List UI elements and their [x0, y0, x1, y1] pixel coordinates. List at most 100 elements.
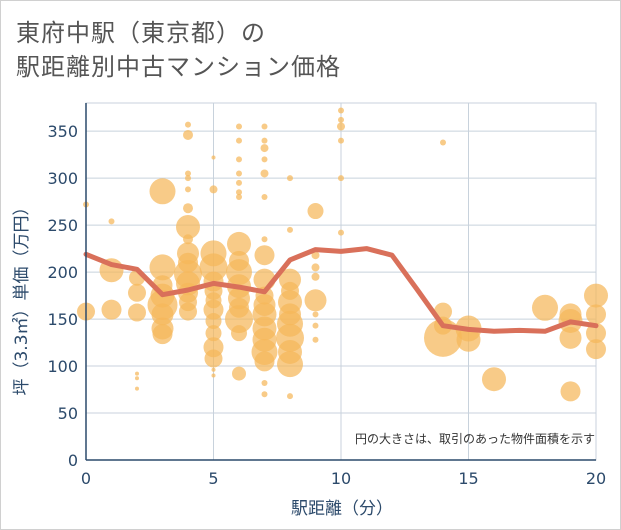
x-axis-label: 駅距離（分） [291, 499, 393, 519]
data-bubble [338, 107, 344, 114]
data-bubble [211, 155, 216, 160]
data-bubble [586, 304, 606, 325]
data-bubble [338, 175, 344, 182]
chart-title-line-1: 東府中駅（東京都）の [16, 19, 266, 47]
y-tick-label: 250 [47, 216, 78, 235]
x-tick-label: 20 [586, 469, 606, 488]
data-bubble [312, 311, 319, 318]
data-bubble [482, 367, 506, 392]
data-bubble [225, 305, 253, 334]
data-bubble [307, 203, 324, 220]
y-tick-label: 300 [47, 169, 78, 188]
x-tick-label: 15 [458, 469, 478, 488]
data-bubble [586, 339, 606, 360]
data-bubble [312, 336, 319, 343]
tick-labels-layer: 0 50 100 150 200 250 300 350 0 5 10 15 20 [47, 122, 606, 488]
data-bubble [204, 349, 223, 368]
y-tick-label: 50 [58, 404, 78, 423]
size-annotation: 円の大きさは、取引のあった物件面積を示す [355, 431, 595, 446]
data-bubble [260, 169, 269, 178]
data-bubble [287, 226, 293, 233]
y-tick-label: 150 [47, 310, 78, 329]
chart-title: 東府中駅（東京都）の 駅距離別中古マンション価格 [16, 16, 341, 84]
data-bubble [532, 294, 558, 321]
data-bubble [337, 122, 345, 131]
data-bubble [209, 185, 218, 194]
y-tick-label: 0 [68, 451, 78, 470]
data-bubble [236, 179, 242, 186]
data-bubble [236, 156, 242, 163]
data-bubble [287, 175, 293, 182]
data-bubble [149, 178, 176, 205]
data-bubble [185, 186, 191, 193]
data-bubble [287, 393, 293, 400]
data-bubble [183, 203, 193, 214]
data-bubble [261, 193, 268, 200]
data-bubble [254, 245, 275, 266]
data-bubble [311, 263, 320, 272]
data-bubble [236, 170, 242, 177]
data-bubble [586, 323, 606, 344]
data-bubble [185, 175, 191, 182]
data-bubble [152, 324, 173, 345]
average-price-line [83, 246, 599, 334]
x-tick-label: 0 [81, 469, 91, 488]
data-bubble [135, 376, 139, 381]
data-bubble [128, 283, 146, 302]
data-bubble [231, 325, 247, 342]
data-bubble [128, 303, 146, 322]
data-bubble [179, 302, 197, 321]
data-bubble [101, 299, 122, 320]
y-tick-label: 100 [47, 357, 78, 376]
data-bubble [560, 381, 581, 402]
data-bubble [261, 236, 268, 243]
y-tick-label: 350 [47, 122, 78, 141]
data-bubble [149, 254, 176, 281]
data-bubble [236, 193, 242, 200]
data-bubble [261, 156, 268, 163]
data-bubble [236, 189, 242, 196]
data-bubble [261, 137, 268, 144]
x-tick-label: 10 [331, 469, 351, 488]
data-bubble [236, 123, 242, 130]
data-bubble [311, 272, 320, 281]
data-bubble [135, 386, 139, 391]
data-bubble [185, 121, 191, 128]
data-bubble [440, 139, 446, 146]
data-bubble [338, 137, 344, 144]
data-bubble [584, 283, 608, 308]
data-bubble [277, 351, 303, 378]
data-bubble [232, 366, 246, 381]
data-bubble [211, 367, 216, 372]
data-bubble [205, 325, 222, 342]
data-bubble [203, 299, 224, 320]
x-tick-label: 5 [208, 469, 218, 488]
bubbles-layer [77, 107, 608, 402]
data-bubble [338, 116, 344, 123]
y-axis-label: 坪（3.3㎡）単価（万円） [12, 198, 32, 395]
data-bubble [254, 351, 275, 372]
data-bubble [183, 129, 193, 140]
data-bubble [261, 379, 268, 386]
data-bubble [456, 327, 481, 352]
data-bubble [227, 231, 251, 256]
data-bubble [211, 373, 216, 378]
data-bubble [135, 371, 139, 376]
data-bubble [304, 289, 327, 312]
data-bubble [185, 170, 191, 177]
data-bubble [311, 251, 320, 260]
axes-layer [85, 103, 596, 461]
data-bubble [260, 144, 269, 153]
y-tick-label: 200 [47, 263, 78, 282]
average-line-layer [83, 246, 599, 334]
data-bubble [176, 215, 200, 240]
data-bubble [559, 326, 582, 349]
data-bubble [312, 322, 319, 329]
data-bubble [261, 391, 268, 398]
chart-title-line-2: 駅距離別中古マンション価格 [16, 53, 341, 81]
data-bubble [338, 229, 344, 236]
data-bubble [108, 218, 115, 225]
data-bubble [183, 234, 193, 245]
data-bubble [261, 123, 268, 130]
